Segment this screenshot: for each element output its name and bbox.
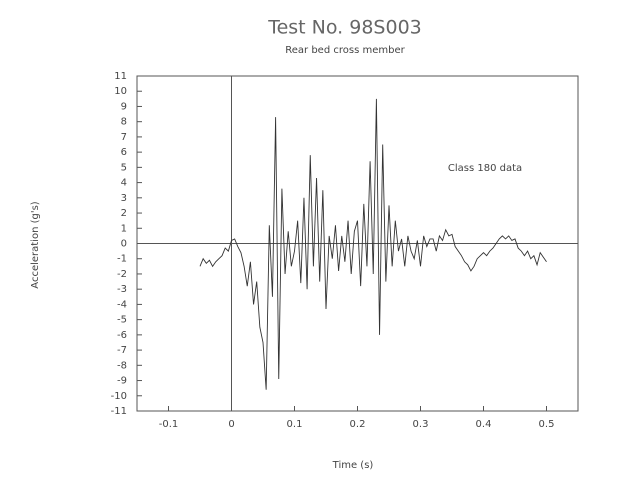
data-line: [199, 98, 547, 390]
y-tick-label: -7: [117, 345, 127, 356]
y-tick-label: -8: [117, 360, 127, 371]
x-tick-label: 0: [228, 419, 234, 430]
chart-subtitle: Rear bed cross member: [285, 45, 405, 56]
y-axis-label: Acceleration (g's): [30, 201, 41, 289]
y-tick-label: 10: [114, 86, 127, 97]
y-tick-label: -3: [117, 284, 127, 295]
y-tick-label: -2: [117, 269, 127, 280]
annotation: Class 180 data: [448, 163, 522, 174]
y-tick-label: 8: [121, 117, 127, 128]
y-tick-label: -11: [111, 406, 127, 417]
chart-title: Test No. 98S003: [267, 17, 422, 39]
x-tick-label: 0.2: [350, 419, 366, 430]
y-tick-label: -5: [117, 315, 127, 326]
y-tick-label: -4: [117, 299, 127, 310]
y-tick-label: -6: [117, 330, 127, 341]
y-tick-label: 2: [121, 208, 127, 219]
y-tick-label: 4: [121, 178, 127, 189]
y-tick-label: -10: [111, 391, 127, 402]
y-tick-label: 3: [121, 193, 127, 204]
y-tick-label: 9: [121, 101, 127, 112]
y-tick-label: 1: [121, 223, 127, 234]
y-tick-label: 11: [114, 71, 127, 82]
y-tick-label: -1: [117, 254, 127, 265]
x-axis-label: Time (s): [332, 460, 374, 471]
y-tick-label: 5: [121, 162, 127, 173]
y-tick-label: -9: [117, 376, 127, 387]
x-tick-label: 0.3: [413, 419, 429, 430]
x-tick-label: 0.5: [539, 419, 555, 430]
x-tick-label: 0.4: [476, 419, 492, 430]
x-tick-label: -0.1: [159, 419, 179, 430]
y-tick-label: 7: [121, 132, 127, 143]
x-tick-label: 0.1: [287, 419, 303, 430]
y-tick-label: 6: [121, 147, 127, 158]
y-tick-label: 0: [121, 239, 127, 250]
